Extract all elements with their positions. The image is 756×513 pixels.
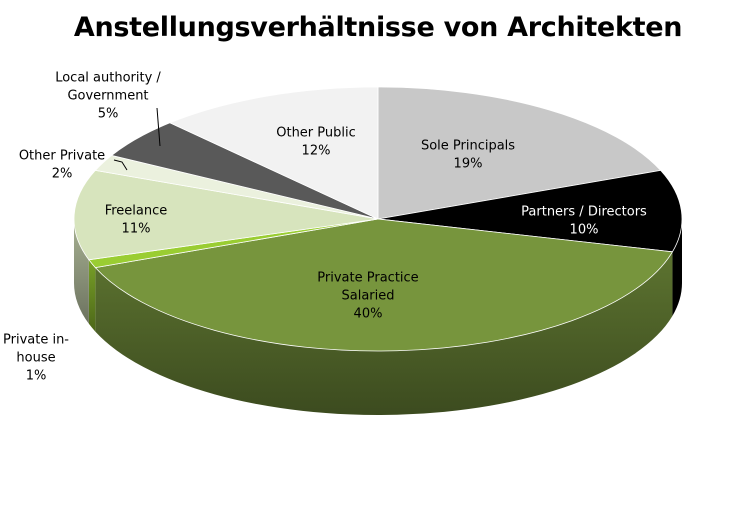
slice-label: house xyxy=(16,351,55,366)
slice-value-label: 40% xyxy=(354,307,383,322)
slice-value-label: 2% xyxy=(52,167,73,182)
slice-value-label: 10% xyxy=(570,223,599,238)
pie-side-4 xyxy=(74,219,89,324)
pie-side-1 xyxy=(672,219,682,316)
slice-label: Salaried xyxy=(341,289,394,304)
pie-slice-7 xyxy=(168,86,379,220)
pie-slice-2 xyxy=(94,218,674,352)
slice-label: Partners / Directors xyxy=(521,205,647,220)
pie-slice-1 xyxy=(377,169,683,253)
slice-value-label: 12% xyxy=(302,144,331,159)
slice-value-label: 5% xyxy=(98,107,119,122)
pie-slice-4 xyxy=(73,169,379,261)
slice-value-label: 19% xyxy=(454,157,483,172)
leader-line xyxy=(113,159,128,171)
chart-title: Anstellungsverhältnisse von Architekten xyxy=(73,12,683,43)
slice-label: Freelance xyxy=(105,204,168,219)
slice-label: Private in- xyxy=(3,333,69,348)
slice-label: Other Public xyxy=(276,126,356,141)
pie-side-3 xyxy=(88,259,96,332)
slice-value-label: 11% xyxy=(122,222,151,237)
slice-label: Private Practice xyxy=(317,271,418,286)
leader-line xyxy=(156,107,161,147)
slice-label: Other Private xyxy=(19,149,105,164)
slice-value-label: 1% xyxy=(26,369,47,384)
slice-label: Sole Principals xyxy=(421,139,515,154)
slice-label: Government xyxy=(67,89,148,104)
slice-label: Local authority / xyxy=(55,71,161,86)
pie-side-2 xyxy=(95,251,673,416)
pie-slice-0 xyxy=(377,86,662,220)
